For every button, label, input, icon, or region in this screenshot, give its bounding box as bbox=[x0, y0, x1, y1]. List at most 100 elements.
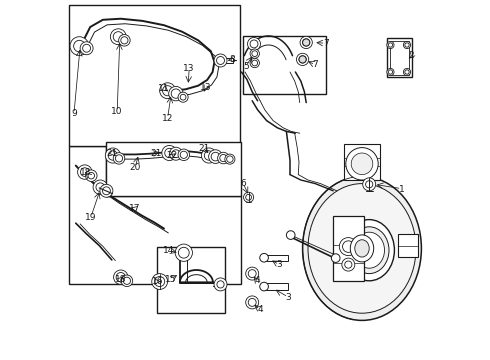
Circle shape bbox=[113, 32, 123, 42]
Circle shape bbox=[96, 183, 104, 192]
Circle shape bbox=[387, 68, 394, 76]
Text: 21: 21 bbox=[198, 144, 209, 153]
Circle shape bbox=[303, 39, 310, 46]
Circle shape bbox=[351, 153, 373, 175]
Circle shape bbox=[345, 261, 352, 268]
Circle shape bbox=[175, 244, 193, 261]
Circle shape bbox=[116, 155, 122, 162]
Circle shape bbox=[218, 152, 229, 164]
Ellipse shape bbox=[355, 240, 369, 257]
Text: 16: 16 bbox=[152, 277, 164, 286]
Circle shape bbox=[114, 270, 128, 284]
Ellipse shape bbox=[344, 220, 394, 281]
Text: 4: 4 bbox=[254, 276, 260, 285]
Circle shape bbox=[102, 187, 110, 195]
Circle shape bbox=[116, 273, 125, 282]
Circle shape bbox=[245, 267, 259, 280]
Circle shape bbox=[260, 282, 269, 291]
Text: 12: 12 bbox=[162, 114, 173, 122]
Circle shape bbox=[77, 165, 92, 179]
Text: 6: 6 bbox=[240, 179, 246, 188]
Circle shape bbox=[80, 168, 89, 176]
Circle shape bbox=[123, 277, 130, 284]
Circle shape bbox=[366, 181, 373, 188]
Text: 20: 20 bbox=[129, 163, 141, 172]
Circle shape bbox=[160, 83, 175, 99]
Circle shape bbox=[217, 281, 224, 288]
Circle shape bbox=[100, 184, 113, 197]
Circle shape bbox=[227, 156, 233, 162]
Circle shape bbox=[110, 29, 126, 45]
Text: 8: 8 bbox=[229, 55, 235, 64]
Circle shape bbox=[204, 151, 214, 160]
Text: 18: 18 bbox=[80, 168, 92, 177]
Text: 3: 3 bbox=[285, 292, 291, 302]
Circle shape bbox=[403, 68, 411, 76]
Text: 22: 22 bbox=[167, 152, 178, 161]
Circle shape bbox=[339, 238, 357, 256]
Text: 7: 7 bbox=[323, 39, 328, 48]
Text: 3: 3 bbox=[276, 260, 282, 269]
Circle shape bbox=[346, 148, 378, 180]
Circle shape bbox=[163, 86, 172, 96]
Circle shape bbox=[170, 147, 182, 160]
Circle shape bbox=[86, 170, 97, 181]
Bar bbox=[265, 255, 288, 261]
Circle shape bbox=[108, 151, 118, 160]
Circle shape bbox=[201, 148, 217, 163]
Circle shape bbox=[152, 274, 168, 289]
Circle shape bbox=[225, 154, 235, 164]
Circle shape bbox=[247, 37, 261, 50]
Circle shape bbox=[121, 37, 128, 44]
Ellipse shape bbox=[303, 176, 421, 320]
Circle shape bbox=[88, 172, 95, 179]
Bar bbox=[221, 58, 233, 63]
Text: 2: 2 bbox=[409, 51, 414, 60]
Ellipse shape bbox=[308, 184, 416, 313]
Circle shape bbox=[214, 278, 227, 291]
Circle shape bbox=[248, 298, 256, 306]
Bar bbox=[344, 144, 380, 180]
Circle shape bbox=[331, 254, 340, 262]
Text: 18: 18 bbox=[115, 275, 126, 284]
Circle shape bbox=[70, 37, 89, 55]
Text: 17: 17 bbox=[129, 204, 141, 213]
Circle shape bbox=[252, 51, 258, 57]
Text: 4: 4 bbox=[257, 305, 263, 314]
Circle shape bbox=[162, 145, 177, 161]
Circle shape bbox=[286, 231, 295, 239]
Circle shape bbox=[172, 150, 180, 158]
Circle shape bbox=[178, 92, 188, 102]
Text: 13: 13 bbox=[200, 83, 212, 92]
Bar bbox=[69, 5, 240, 146]
Circle shape bbox=[180, 151, 187, 158]
Circle shape bbox=[113, 153, 125, 164]
Text: 13: 13 bbox=[183, 64, 195, 73]
Circle shape bbox=[171, 89, 180, 98]
Circle shape bbox=[220, 154, 227, 162]
Circle shape bbox=[155, 276, 165, 287]
Circle shape bbox=[178, 149, 190, 161]
Circle shape bbox=[169, 86, 183, 101]
Bar bbox=[390, 41, 409, 75]
Circle shape bbox=[387, 41, 394, 49]
Circle shape bbox=[250, 40, 258, 48]
Circle shape bbox=[296, 53, 309, 66]
Text: 10: 10 bbox=[111, 107, 123, 116]
Circle shape bbox=[74, 40, 85, 52]
Circle shape bbox=[252, 60, 258, 66]
Circle shape bbox=[299, 56, 306, 63]
Circle shape bbox=[165, 148, 174, 158]
Text: 1: 1 bbox=[399, 185, 404, 194]
Circle shape bbox=[217, 57, 224, 64]
Text: 15: 15 bbox=[166, 275, 177, 284]
Text: 7: 7 bbox=[312, 60, 318, 69]
Circle shape bbox=[260, 253, 269, 262]
Bar bbox=[106, 142, 242, 196]
Bar bbox=[265, 283, 288, 290]
Circle shape bbox=[299, 56, 306, 63]
Text: 21: 21 bbox=[150, 149, 161, 158]
Polygon shape bbox=[69, 146, 242, 284]
Circle shape bbox=[214, 54, 227, 67]
Circle shape bbox=[388, 43, 392, 47]
